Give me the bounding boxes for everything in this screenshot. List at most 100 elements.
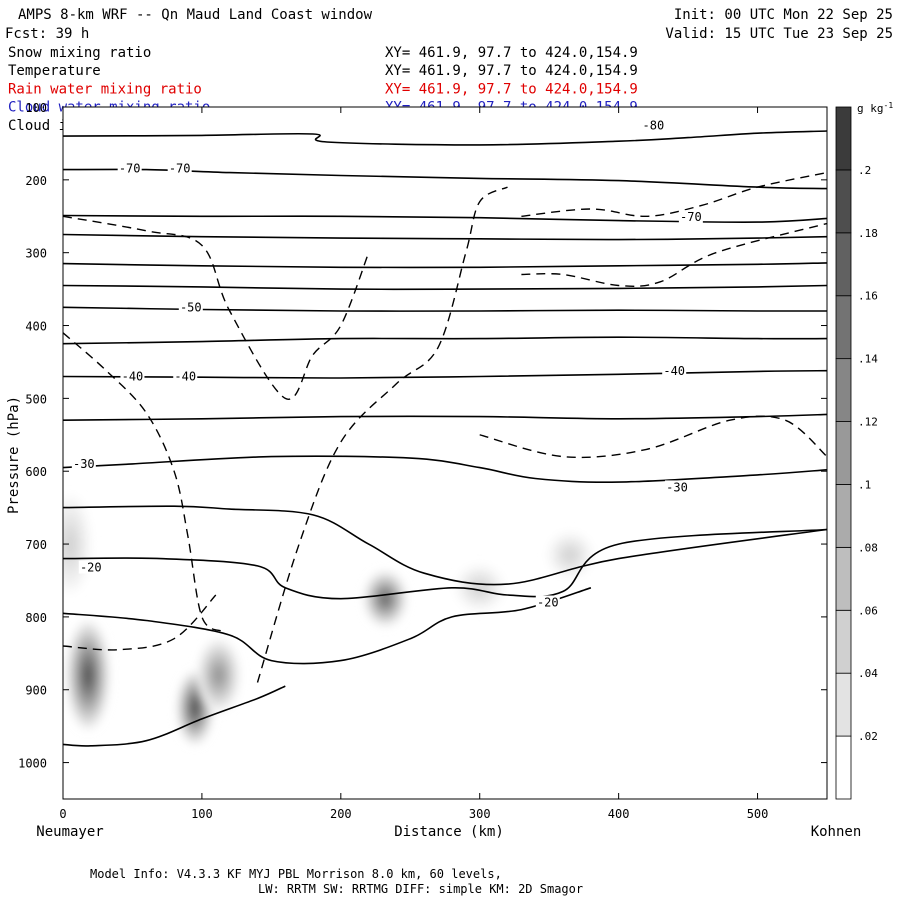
x-tick-label-400: 400	[608, 807, 630, 821]
temperature-label-bg-10	[173, 369, 198, 383]
colorbar-unit-exp: -1	[884, 101, 894, 110]
temperature-label-bg-7	[178, 300, 203, 314]
plot-frame	[62, 106, 828, 800]
temperature-contour-15	[63, 505, 827, 586]
field-xy-0: XY= 461.9, 97.7 to 424.0,154.9	[385, 45, 638, 61]
temperature-label-0: -80	[643, 118, 665, 132]
y-axis: 100 200 300 400 500 600 700 800 900 1000	[18, 101, 827, 771]
end-location-label: Kohnen	[811, 824, 862, 840]
snow-blob-5	[456, 565, 504, 610]
colorbar-segment-9	[835, 169, 852, 234]
x-tick-label-200: 200	[330, 807, 352, 821]
colorbar-segment-4	[835, 484, 852, 548]
y-tick-label-500: 500	[25, 392, 47, 406]
colorbar-segment-8	[835, 232, 852, 297]
colorbar-segment-7	[835, 295, 852, 360]
temperature-label-bg-2	[167, 161, 192, 175]
temperature-label-bg-3	[678, 210, 703, 224]
x-tick-label-100: 100	[191, 807, 213, 821]
colorbar-tick-5: .12	[858, 416, 878, 429]
ice-contour-2	[63, 215, 370, 400]
x-tick-label-300: 300	[469, 807, 491, 821]
temperature-contour-9	[63, 369, 827, 379]
temperature-label-bg-14	[664, 480, 689, 494]
temperature-label-14: -30	[666, 480, 688, 494]
y-tick-label-100: 100	[25, 101, 47, 115]
y-tick-label-800: 800	[25, 611, 47, 625]
x-axis: 0 100 200 300 400 500	[59, 107, 768, 821]
temperature-label-bg-9	[120, 369, 145, 383]
valid-time: Valid: 15 UTC Tue 23 Sep 25	[665, 26, 893, 42]
init-time: Init: 00 UTC Mon 22 Sep 25	[674, 7, 893, 23]
snow-blob-6	[548, 533, 592, 577]
temperature-label-bg-11	[662, 363, 687, 377]
y-tick-label-900: 900	[25, 684, 47, 698]
temperature-contour-4	[63, 233, 827, 241]
ice-contour-4	[521, 171, 827, 218]
temperature-label-bg-17	[535, 595, 560, 609]
y-tick-label-600: 600	[25, 465, 47, 479]
field-xy-2: XY= 461.9, 97.7 to 424.0,154.9	[385, 81, 638, 97]
y-tick-label-300: 300	[25, 247, 47, 261]
colorbar-segment-2	[835, 609, 852, 674]
temperature-contour-13	[63, 455, 827, 484]
temperature-contour-3	[63, 214, 827, 223]
ice-contour-0	[63, 332, 224, 633]
temperature-label-9: -40	[122, 370, 144, 384]
ice-contours	[63, 171, 827, 683]
y-tick-label-400: 400	[25, 320, 47, 334]
y-tick-label-700: 700	[25, 538, 47, 552]
temperature-label-17: -20	[537, 596, 559, 610]
temperature-contour-8	[63, 336, 827, 345]
ice-contour-6	[479, 415, 827, 459]
temperature-label-bg-0	[641, 118, 666, 132]
colorbar-segment-3	[835, 546, 852, 611]
temperature-label-bg-16	[78, 560, 103, 574]
ice-contour-3	[256, 186, 508, 683]
temperature-label-16: -20	[80, 561, 102, 575]
colorbar-unit: g kg-1	[857, 101, 893, 115]
snow-blob-4	[365, 572, 406, 625]
x-axis-label: Distance (km)	[394, 824, 504, 840]
temperature-label-bg-1	[117, 161, 142, 175]
chart-title: AMPS 8-km WRF -- Qn Maud Land Coast wind…	[18, 7, 373, 23]
colorbar-segment-1	[835, 672, 852, 737]
colorbar-segment-0	[835, 735, 852, 800]
model-info: Model Info: V4.3.3 KF MYJ PBL Morrison 8…	[90, 867, 502, 881]
y-tick-label-1000: 1000	[18, 757, 47, 771]
colorbar-tick-1: .04	[858, 667, 878, 680]
colorbar-segment-6	[835, 358, 852, 422]
temperature-labels: -80 -70 -70 -70 -50 -40 -40 -40 -30 -30 -20 -20	[71, 118, 703, 610]
field-name-1: Temperature	[8, 63, 101, 79]
colorbar-tick-4: .1	[858, 478, 871, 491]
colorbar-tick-2: .06	[858, 604, 878, 617]
snow-blob-0	[68, 622, 109, 728]
colorbar-unit-base: g kg	[857, 102, 884, 115]
field-name-0: Snow mixing ratio	[8, 45, 151, 61]
temperature-contour-1	[63, 168, 827, 190]
colorbar-segment-10	[835, 106, 852, 171]
temperature-contour-19	[63, 685, 286, 747]
temperature-label-1: -70	[119, 161, 141, 175]
x-tick-label-0: 0	[59, 807, 66, 821]
temperature-contour-18	[63, 587, 592, 665]
field-name-2: Rain water mixing ratio	[8, 81, 202, 97]
temperature-label-3: -70	[680, 210, 702, 224]
colorbar-tick-6: .14	[858, 353, 878, 366]
temperature-label-13: -30	[73, 457, 95, 471]
field-xy-1: XY= 461.9, 97.7 to 424.0,154.9	[385, 63, 638, 79]
start-location-label: Neumayer	[36, 824, 103, 840]
physics-info: LW: RRTM SW: RRTMG DIFF: simple KM: 2D S…	[258, 882, 583, 896]
temperature-label-10: -40	[174, 370, 196, 384]
y-tick-label-200: 200	[25, 174, 47, 188]
temperature-contour-0	[63, 130, 827, 146]
colorbar-tick-3: .08	[858, 541, 878, 554]
temperature-label-11: -40	[663, 364, 685, 378]
temperature-contour-5	[63, 262, 827, 269]
colorbar-tick-0: .02	[858, 730, 878, 743]
temperature-contour-6	[63, 284, 827, 291]
temperature-contour-16	[63, 528, 827, 600]
y-axis-label: Pressure (hPa)	[6, 396, 22, 514]
colorbar-tick-7: .16	[858, 290, 878, 303]
